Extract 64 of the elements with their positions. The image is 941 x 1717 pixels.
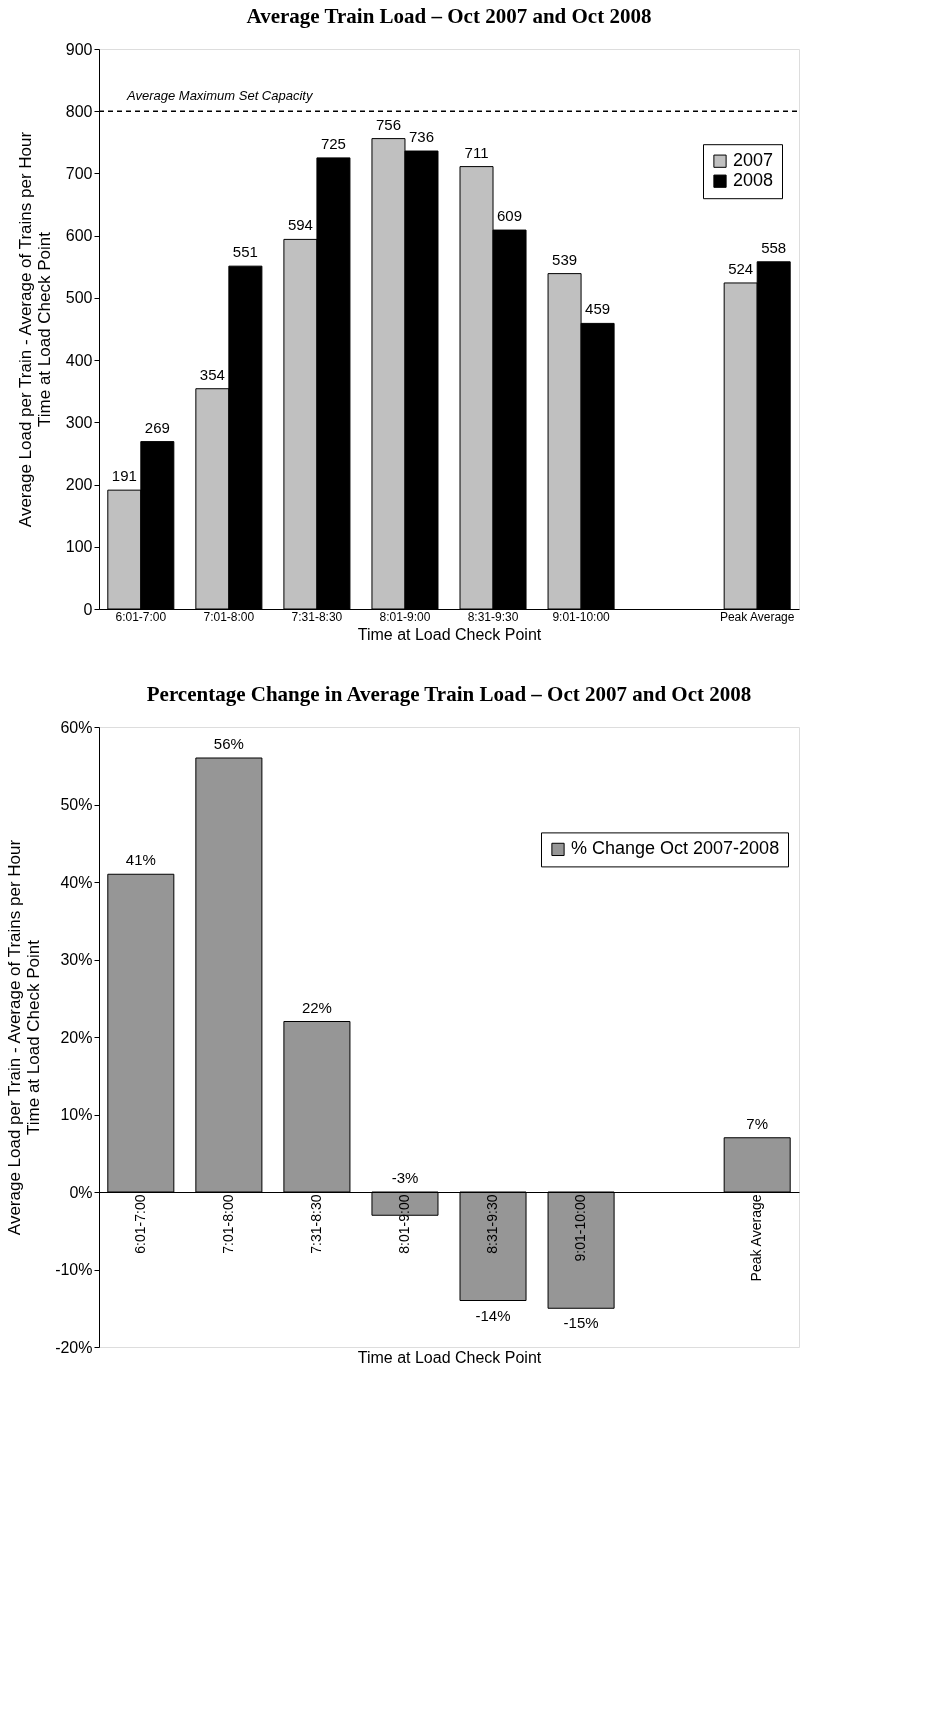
x-tick-label: 8:31-9:30 — [484, 1194, 501, 1254]
data-label: 609 — [497, 207, 523, 225]
data-label: 725 — [320, 134, 346, 152]
x-axis-title: Time at Load Check Point — [357, 625, 542, 643]
data-label: 7% — [746, 1114, 769, 1132]
data-label: 551 — [232, 243, 258, 261]
data-label: 354 — [199, 365, 225, 383]
y-tick-label: 900 — [65, 40, 93, 58]
legend-label: % Change Oct 2007-2008 — [571, 838, 780, 859]
y-tick-label: 500 — [65, 289, 93, 307]
data-label: 56% — [213, 735, 244, 752]
data-label: 756 — [375, 115, 401, 133]
y-tick-label: 40% — [60, 873, 93, 891]
y-tick-label: -20% — [55, 1338, 93, 1356]
x-tick-label: 7:01-8:00 — [219, 1194, 236, 1254]
y-tick-label: 600 — [65, 227, 93, 245]
y-axis-title: Average Load per Train - Average of Trains per Hour Time at Load Check Point — [5, 839, 44, 1236]
x-tick-label: 8:01-9:00 — [395, 1194, 412, 1254]
ref-line-label: Average Maximum Set Capacity — [126, 88, 314, 104]
data-label: 41% — [125, 851, 156, 869]
y-tick-label: 200 — [65, 476, 93, 494]
y-tick-label: 800 — [65, 102, 93, 120]
y-axis-title: Average Load per Train - Average of Trains per Hour Time at Load Check Point — [15, 131, 54, 528]
data-label: 524 — [728, 259, 754, 277]
y-tick-label: 100 — [65, 538, 93, 556]
y-tick-label: 20% — [60, 1028, 93, 1046]
y-tick-label: 0 — [83, 600, 93, 618]
data-label: 736 — [408, 128, 434, 146]
x-tick-label: 8:01-9:00 — [379, 609, 431, 624]
x-tick-label: 8:31-9:30 — [467, 609, 519, 624]
y-tick-label: 60% — [60, 718, 93, 736]
y-tick-label: 300 — [65, 413, 93, 431]
data-label: 711 — [464, 143, 489, 161]
x-tick-label: 6:01-7:00 — [115, 609, 167, 624]
data-label: 459 — [585, 300, 611, 318]
x-tick-label: 6:01-7:00 — [131, 1194, 148, 1254]
x-tick-label: 7:31-8:30 — [291, 609, 343, 624]
chart-title: Average Train Load – Oct 2007 and Oct 2008 — [246, 4, 652, 28]
y-tick-label: 400 — [65, 351, 93, 369]
y-tick-label: 0% — [69, 1183, 93, 1201]
y-tick-label: -10% — [55, 1261, 93, 1278]
legend-label: 2007 — [733, 150, 774, 171]
y-tick-label: 10% — [60, 1106, 93, 1123]
x-tick-label: 9:01-10:00 — [572, 1194, 589, 1262]
chart-title: Percentage Change in Average Train Load – Oct 2007 and Oct 2008 — [146, 682, 752, 706]
data-label: -14% — [475, 1306, 511, 1324]
data-label: 269 — [144, 418, 170, 436]
data-label: 594 — [287, 216, 313, 234]
data-label: 558 — [761, 238, 787, 256]
data-label: 539 — [552, 250, 578, 268]
x-tick-label: Peak Average — [748, 1194, 765, 1282]
data-label: 22% — [301, 998, 332, 1016]
x-tick-label: 7:31-8:30 — [307, 1194, 324, 1254]
x-axis-title: Time at Load Check Point — [357, 1348, 542, 1366]
x-tick-label: 7:01-8:00 — [203, 609, 255, 624]
data-label: 191 — [111, 467, 137, 485]
legend-label: 2008 — [733, 170, 774, 191]
x-tick-label: Peak Average — [719, 609, 795, 624]
data-label: -3% — [391, 1169, 419, 1186]
y-tick-label: 50% — [60, 796, 93, 813]
y-tick-label: 30% — [60, 951, 93, 968]
y-tick-label: 700 — [65, 164, 93, 182]
data-label: -15% — [563, 1314, 599, 1332]
x-tick-label: 9:01-10:00 — [552, 609, 611, 624]
